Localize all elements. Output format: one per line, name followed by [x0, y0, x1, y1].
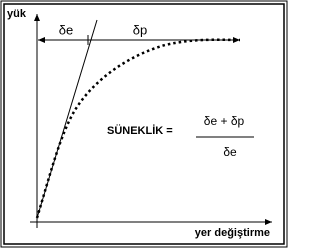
formula-label: SÜNEKLİK = — [107, 124, 173, 137]
elastic-label: δe — [59, 22, 73, 37]
load-curve — [35, 38, 241, 219]
outer-border — [0, 0, 288, 248]
plastic-label: δp — [133, 22, 147, 37]
y-axis-label: yük — [7, 8, 27, 20]
inner-border — [3, 3, 285, 245]
diagram: yük yer değiştirme δe δp SÜNEKLİK = δe +… — [0, 0, 288, 248]
formula-denominator: δe — [223, 145, 237, 159]
x-axis-label: yer değiştirme — [195, 227, 270, 239]
formula-numerator: δe + δp — [204, 114, 245, 128]
elastic-line — [36, 19, 98, 219]
